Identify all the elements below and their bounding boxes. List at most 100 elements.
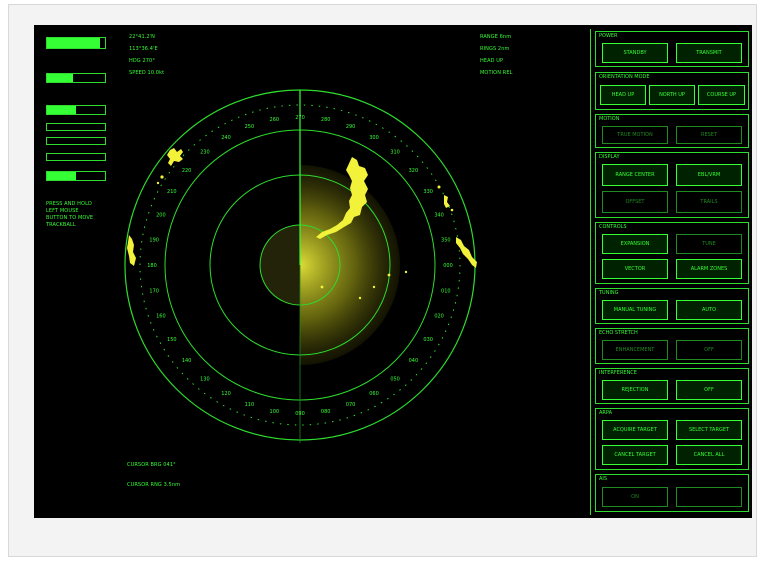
- section-tuning: TUNING MANUAL TUNING AUTO: [595, 288, 749, 324]
- vector-button[interactable]: VECTOR: [602, 259, 668, 279]
- standby-button[interactable]: STANDBY: [602, 43, 668, 63]
- range-readout: RANGE 6nm RINGS 2nm HEAD UP MOTION REL: [480, 31, 512, 79]
- radar-screen: PRESS AND HOLD LEFT MOUSE BUTTON TO MOVE…: [34, 25, 752, 518]
- bearing-label: 300: [369, 135, 379, 141]
- bearing-label: 160: [156, 314, 166, 320]
- section-arpa: ARPA ACQUIRE TARGET SELECT TARGET CANCEL…: [595, 408, 749, 470]
- section-controls: CONTROLS EXPANSION TUNE VECTOR ALARM ZON…: [595, 222, 749, 284]
- north-up-button[interactable]: NORTH UP: [649, 85, 695, 105]
- manual-tuning-button[interactable]: MANUAL TUNING: [602, 300, 668, 320]
- bearing-label: 230: [200, 150, 210, 156]
- bearing-label: 200: [156, 212, 166, 218]
- cancel-target-button[interactable]: CANCEL TARGET: [602, 445, 668, 465]
- rain-clutter-gauge[interactable]: [46, 105, 106, 115]
- sea-fill: [47, 74, 74, 82]
- transmit-button[interactable]: TRANSMIT: [676, 43, 742, 63]
- head-up-button[interactable]: HEAD UP: [600, 85, 646, 105]
- ais-on-button[interactable]: ON: [602, 487, 668, 507]
- bearing-label: 260: [270, 117, 280, 123]
- bearing-label: 340: [434, 212, 444, 218]
- bearing-label: 280: [321, 117, 331, 123]
- bearing-label: 220: [182, 168, 192, 174]
- section-title: AIS: [599, 476, 608, 482]
- bearing-label: 010: [441, 289, 451, 295]
- bearing-label: 310: [390, 150, 400, 156]
- bearing-label: 350: [441, 237, 451, 243]
- bearing-label: 120: [221, 391, 231, 397]
- tune-fill: [47, 172, 76, 180]
- rings: RINGS 2nm: [480, 46, 510, 52]
- echo-east-coast: [316, 157, 368, 239]
- rejection-button[interactable]: REJECTION: [602, 380, 668, 400]
- enhancement-button[interactable]: ENHANCEMENT: [602, 340, 668, 360]
- heading: HDG 270°: [129, 58, 155, 64]
- ebl-vrm-button[interactable]: EBL/VRM: [676, 164, 742, 186]
- value-box-3: [46, 153, 106, 161]
- echo-west: [127, 235, 136, 266]
- course-up-button[interactable]: COURSE UP: [698, 85, 745, 105]
- rain-fill: [47, 106, 76, 114]
- section-title: DISPLAY: [599, 154, 620, 160]
- gain-gauge[interactable]: [46, 37, 106, 49]
- tune-button[interactable]: TUNE: [676, 234, 742, 254]
- section-title: CONTROLS: [599, 224, 627, 230]
- control-panel: POWER STANDBY TRANSMIT ORIENTATION MODE …: [590, 29, 751, 515]
- bearing-label: 050: [390, 376, 400, 382]
- bearing-label: 100: [270, 409, 280, 415]
- section-title: TUNING: [599, 290, 619, 296]
- section-motion: MOTION TRUE MOTION RESET: [595, 114, 749, 148]
- expansion-button[interactable]: EXPANSION: [602, 234, 668, 254]
- instruction-line: PRESS AND HOLD: [46, 201, 92, 207]
- section-display: DISPLAY RANGE CENTER EBL/VRM OFFSET TRAI…: [595, 152, 749, 218]
- section-power: POWER STANDBY TRANSMIT: [595, 31, 749, 67]
- bearing-label: 150: [167, 337, 177, 343]
- reset-button[interactable]: RESET: [676, 126, 742, 144]
- echo-returns: [127, 148, 477, 300]
- bearing-label: 000: [443, 263, 453, 269]
- cancel-all-button[interactable]: CANCEL ALL: [676, 445, 742, 465]
- select-target-button[interactable]: SELECT TARGET: [676, 420, 742, 440]
- orientation: HEAD UP: [480, 58, 504, 64]
- range: RANGE 6nm: [480, 34, 512, 40]
- bearing-label: 030: [423, 337, 433, 343]
- value-box-1: [46, 123, 106, 131]
- section-orientation: ORIENTATION MODE HEAD UP NORTH UP COURSE…: [595, 72, 749, 110]
- range-center-button[interactable]: RANGE CENTER: [602, 164, 668, 186]
- cursor-range: CURSOR RNG 3.5nm: [127, 482, 181, 488]
- bearing-label: 020: [434, 314, 444, 320]
- bearing-label: 180: [147, 263, 157, 269]
- position-readout: 22°41.2'N 113°36.4'E HDG 270° SPEED 10.0…: [129, 31, 164, 79]
- echo-nw: [167, 148, 183, 166]
- value-box-2: [46, 137, 106, 145]
- section-title: MOTION: [599, 116, 620, 122]
- tune-gauge[interactable]: [46, 171, 106, 181]
- gain-fill: [47, 38, 101, 48]
- alarm-zones-button[interactable]: ALARM ZONES: [676, 259, 742, 279]
- section-interference: INTERFERENCE REJECTION OFF: [595, 368, 749, 404]
- bearing-label: 320: [409, 168, 419, 174]
- bearing-label: 110: [245, 402, 255, 408]
- bearing-label: 040: [409, 358, 419, 364]
- echo-off-button[interactable]: OFF: [676, 340, 742, 360]
- radar-ppi[interactable]: 000 010 020 030 040 050 060 070 080 090 100 110 120 1…: [34, 25, 590, 518]
- cursor-readout: CURSOR BRG 041° CURSOR RNG 3.5nm: [127, 455, 180, 495]
- section-title: ARPA: [599, 410, 613, 416]
- section-title: ORIENTATION MODE: [599, 74, 650, 80]
- true-motion-button[interactable]: TRUE MOTION: [602, 126, 668, 144]
- interference-off-button[interactable]: OFF: [676, 380, 742, 400]
- section-echo-stretch: ECHO STRETCH ENHANCEMENT OFF: [595, 328, 749, 364]
- section-title: INTERFERENCE: [599, 370, 637, 376]
- sweep-sector: [300, 165, 400, 365]
- acquire-target-button[interactable]: ACQUIRE TARGET: [602, 420, 668, 440]
- speed: SPEED 10.0kt: [129, 70, 165, 76]
- longitude: 113°36.4'E: [129, 46, 158, 52]
- section-ais: AIS ON: [595, 474, 749, 512]
- auto-tuning-button[interactable]: AUTO: [676, 300, 742, 320]
- bearing-tick-ring: [139, 104, 461, 426]
- motion: MOTION REL: [480, 70, 513, 76]
- ais-off-button[interactable]: [676, 487, 742, 507]
- bearing-label: 270: [295, 115, 305, 121]
- sea-clutter-gauge[interactable]: [46, 73, 106, 83]
- offset-button[interactable]: OFFSET: [602, 191, 668, 213]
- trails-button[interactable]: TRAILS: [676, 191, 742, 213]
